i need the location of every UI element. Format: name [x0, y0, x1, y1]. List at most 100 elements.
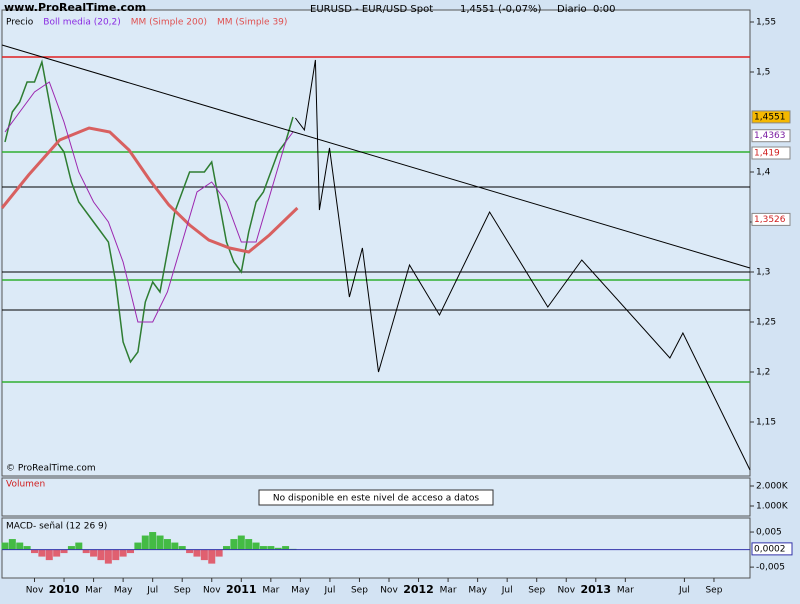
macd-bar: [119, 549, 127, 557]
x-tick-label: Jul: [146, 586, 158, 596]
chart-title: EURUSD - EUR/USD Spot: [310, 4, 433, 15]
price-tag-label: 1,4551: [754, 112, 786, 122]
price-tag-label: 1,419: [754, 149, 780, 159]
macd-bar: [45, 549, 53, 561]
price-tag-label: 1,4363: [754, 131, 786, 141]
y-tick-label: 1,3: [756, 268, 770, 278]
price-tag: [751, 129, 791, 143]
macd-bar: [38, 549, 46, 557]
legend-entry: Boll media (20,2): [43, 18, 121, 28]
macd-bar: [16, 542, 24, 550]
main-panel: [1, 9, 751, 477]
x-tick-label: Mar: [262, 586, 279, 596]
macd-bar: [82, 549, 90, 554]
macd-bar: [274, 547, 282, 550]
message-box: [258, 489, 494, 506]
macd-bar: [127, 549, 135, 554]
macd-bar: [163, 539, 171, 550]
macd-bar: [200, 549, 208, 561]
macd-bar: [223, 546, 231, 550]
macd-bar: [112, 549, 120, 561]
macd-bar: [97, 549, 105, 561]
macd-bar: [245, 539, 253, 550]
x-tick-label: Nov: [203, 586, 221, 596]
macd-bar: [149, 532, 157, 550]
x-tick-label: May: [291, 586, 310, 596]
macd-bar: [53, 549, 61, 557]
macd-bar: [215, 549, 223, 557]
macd-bar: [60, 549, 68, 554]
x-tick-label: May: [468, 586, 487, 596]
macd-bar: [208, 549, 216, 564]
x-tick-label: Jul: [323, 586, 335, 596]
x-tick-label: 2012: [403, 583, 434, 596]
y-tick-label: 1,2: [756, 368, 770, 378]
macd-bar: [67, 546, 75, 550]
legend-entry: MM (Simple 200): [131, 18, 207, 28]
macd-bar: [1, 542, 9, 550]
macd-bar: [267, 546, 275, 550]
period: Diario 0:00: [557, 4, 615, 15]
macd-bar: [186, 549, 194, 554]
price-tag: [751, 542, 793, 556]
macd-bar: [252, 542, 260, 550]
y-tick-label: 0,005: [756, 528, 782, 538]
y-tick-label: 1,55: [756, 18, 776, 28]
macd-bar: [230, 539, 238, 550]
macd-bar: [134, 542, 142, 550]
y-tick-label: 1,15: [756, 418, 776, 428]
y-tick-label: 1,4: [756, 168, 771, 178]
x-tick-label: 2013: [580, 583, 611, 596]
price-tag: [751, 146, 791, 160]
macd-bar: [193, 549, 201, 557]
legend-entry: Precio: [6, 18, 34, 28]
x-tick-label: May: [114, 586, 133, 596]
y-tick-label: 1,5: [756, 68, 770, 78]
price-tag-label: 1,3526: [754, 215, 786, 225]
macd-bar: [75, 542, 83, 550]
y-tick-label: -0,005: [756, 563, 785, 573]
macd-bar: [156, 535, 164, 550]
series-line: [295, 59, 751, 471]
macd-bar: [30, 549, 38, 554]
y-tick-label: 1,25: [756, 318, 776, 328]
site: www.ProRealTime.com: [4, 1, 146, 14]
price-tag: [751, 212, 791, 226]
x-tick-label: Nov: [26, 586, 44, 596]
macd-title: MACD- señal (12 26 9): [6, 522, 107, 532]
x-tick-label: Jul: [501, 586, 513, 596]
x-tick-label: Mar: [440, 586, 457, 596]
quote: 1,4551 (-0,07%): [460, 4, 541, 15]
x-tick-label: Mar: [85, 586, 102, 596]
volume-title: Volumen: [6, 480, 45, 490]
volume-message: No disponible en este nivel de acceso a …: [273, 494, 479, 504]
price-tag: [751, 110, 791, 124]
y-tick-label: 2.000K: [756, 482, 789, 492]
x-tick-label: Sep: [174, 586, 191, 596]
x-tick-label: Nov: [557, 586, 575, 596]
x-tick-label: 2011: [226, 583, 257, 596]
macd-bar: [171, 542, 179, 550]
macd-bar: [90, 549, 98, 557]
macd-bar: [23, 546, 31, 550]
x-tick-label: Jul: [678, 586, 690, 596]
macd-panel: [1, 517, 751, 579]
x-tick-label: Sep: [528, 586, 545, 596]
x-tick-label: Sep: [351, 586, 368, 596]
x-tick-label: Nov: [380, 586, 398, 596]
y-tick-label: 1.000K: [756, 502, 789, 512]
price-tag-label: 0,0002: [754, 544, 786, 554]
x-tick-label: Sep: [705, 586, 722, 596]
macd-bar: [282, 546, 290, 550]
series-line: [0, 126, 299, 254]
watermark: © ProRealTime.com: [6, 464, 96, 474]
macd-bar: [237, 535, 245, 550]
x-tick-label: 2010: [49, 583, 80, 596]
x-tick-label: Mar: [617, 586, 634, 596]
macd-bar: [104, 549, 112, 564]
macd-bar: [141, 535, 149, 550]
legend-entry: MM (Simple 39): [217, 18, 287, 28]
macd-bar: [8, 539, 16, 550]
